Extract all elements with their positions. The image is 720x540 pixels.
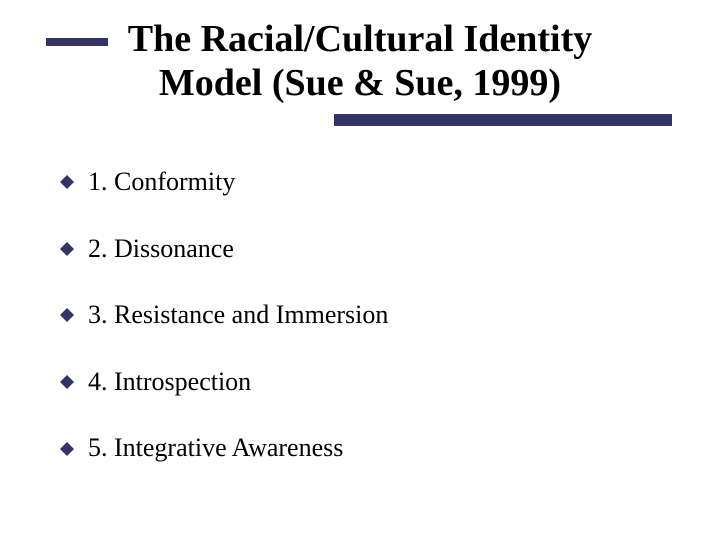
diamond-bullet-icon (60, 442, 74, 456)
decor-bar-left (46, 38, 108, 46)
list-item: 5. Integrative Awareness (60, 434, 640, 463)
title-line-1: The Racial/Cultural Identity (0, 18, 720, 62)
diamond-bullet-icon (60, 308, 74, 322)
decor-bar-right (334, 114, 672, 126)
list-item-text: 5. Integrative Awareness (88, 434, 343, 463)
list-item: 1. Conformity (60, 168, 640, 197)
list-item-text: 3. Resistance and Immersion (88, 301, 388, 330)
title-line-2: Model (Sue & Sue, 1999) (0, 62, 720, 106)
list-item: 2. Dissonance (60, 235, 640, 264)
slide-title: The Racial/Cultural Identity Model (Sue … (0, 18, 720, 105)
list-item: 4. Introspection (60, 368, 640, 397)
diamond-bullet-icon (60, 175, 74, 189)
list-item-text: 1. Conformity (88, 168, 235, 197)
bullet-list: 1. Conformity 2. Dissonance 3. Resistanc… (60, 168, 640, 501)
list-item-text: 4. Introspection (88, 368, 251, 397)
diamond-bullet-icon (60, 375, 74, 389)
diamond-bullet-icon (60, 242, 74, 256)
list-item-text: 2. Dissonance (88, 235, 234, 264)
list-item: 3. Resistance and Immersion (60, 301, 640, 330)
